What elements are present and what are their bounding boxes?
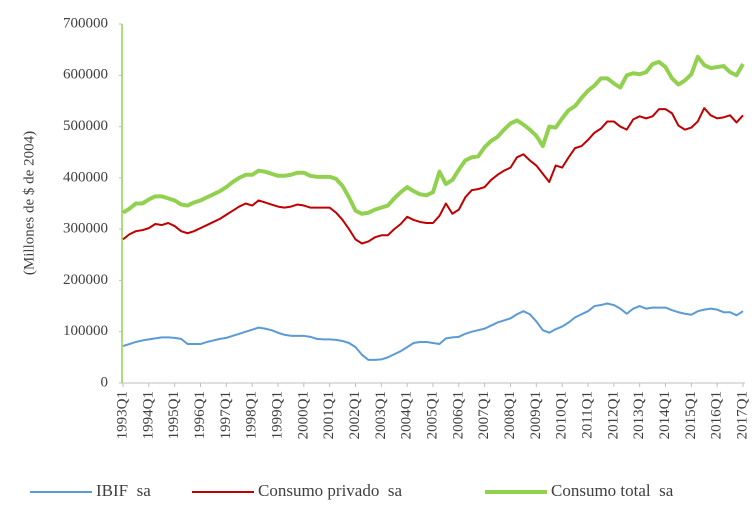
x-tick-label: 1998Q1 bbox=[244, 391, 260, 439]
y-tick-label: 500000 bbox=[63, 118, 108, 134]
x-tick-label: 2017Q1 bbox=[734, 391, 750, 439]
x-tick-label: 2001Q1 bbox=[321, 391, 337, 439]
y-tick-label: 700000 bbox=[63, 15, 108, 31]
legend-label: Consumo total sa bbox=[551, 481, 674, 500]
x-tick-label: 1999Q1 bbox=[269, 391, 285, 439]
series-line bbox=[121, 54, 745, 216]
x-tick-label: 2014Q1 bbox=[657, 391, 673, 439]
y-tick-label: 100000 bbox=[63, 323, 108, 339]
x-tick-label: 2008Q1 bbox=[502, 391, 518, 439]
y-tick-label: 300000 bbox=[63, 221, 108, 237]
legend-label: IBIF sa bbox=[96, 481, 151, 500]
series-line bbox=[122, 107, 744, 245]
x-tick-label: 2005Q1 bbox=[424, 391, 440, 439]
x-tick-label: 1995Q1 bbox=[166, 391, 182, 439]
x-tick-label: 2011Q1 bbox=[579, 391, 595, 439]
x-tick-label: 2009Q1 bbox=[528, 391, 544, 439]
x-tick-label: 2003Q1 bbox=[373, 391, 389, 439]
x-tick-label: 2012Q1 bbox=[605, 391, 621, 439]
x-tick-label: 2007Q1 bbox=[476, 391, 492, 439]
x-tick-label: 2002Q1 bbox=[347, 391, 363, 439]
series-line bbox=[122, 302, 744, 361]
y-tick-label: 400000 bbox=[63, 169, 108, 185]
x-tick-label: 1996Q1 bbox=[192, 391, 208, 439]
x-tick-label: 1993Q1 bbox=[114, 391, 130, 439]
x-tick-label: 2015Q1 bbox=[683, 391, 699, 439]
x-tick-label: 1997Q1 bbox=[218, 391, 234, 439]
y-tick-label: 200000 bbox=[63, 272, 108, 288]
y-tick-label: 0 bbox=[101, 374, 109, 390]
legend-label: Consumo privado sa bbox=[258, 481, 402, 500]
x-tick-label: 2013Q1 bbox=[631, 391, 647, 439]
x-tick-label: 2006Q1 bbox=[450, 391, 466, 439]
x-tick-label: 2016Q1 bbox=[709, 391, 725, 439]
y-axis-label: (Millones de $ de 2004) bbox=[21, 131, 37, 275]
y-tick-label: 600000 bbox=[63, 67, 108, 83]
x-tick-label: 2000Q1 bbox=[295, 391, 311, 439]
x-tick-label: 1994Q1 bbox=[140, 391, 156, 439]
x-tick-label: 2010Q1 bbox=[554, 391, 570, 439]
x-tick-label: 2004Q1 bbox=[399, 391, 415, 439]
